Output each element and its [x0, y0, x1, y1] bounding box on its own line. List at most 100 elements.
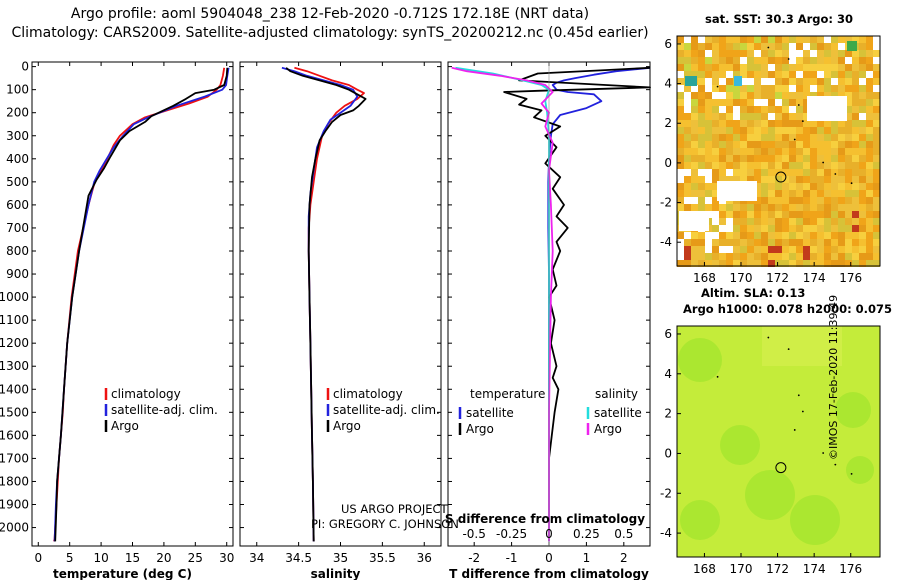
map-cell: [747, 141, 754, 148]
map-cell: [810, 141, 817, 148]
map-cell: [782, 99, 789, 106]
map-cell: [740, 204, 747, 211]
map-cell: [796, 155, 803, 162]
map-cell: [754, 225, 761, 232]
map-cell: [768, 134, 775, 141]
map-cell: [677, 113, 684, 120]
map-cell: [691, 141, 698, 148]
series-line-s-argo: [451, 66, 554, 542]
map-cell: [698, 71, 705, 78]
map-cell: [775, 211, 782, 218]
map-cell: [747, 127, 754, 134]
map-cell: [677, 253, 684, 260]
map-cell: [873, 225, 880, 232]
map-cell: [831, 218, 838, 225]
map-cell: [838, 78, 845, 85]
map-cell: [691, 197, 698, 204]
map-cell: [761, 253, 768, 260]
map-cell: [782, 225, 789, 232]
map-cell: [768, 162, 775, 169]
map-cell: [719, 71, 726, 78]
map-cell: [761, 85, 768, 92]
map-cell: [740, 50, 747, 57]
map-cell: [705, 253, 712, 260]
map-cell: [691, 260, 698, 267]
map-cell: [740, 43, 747, 50]
map-cell: [698, 190, 705, 197]
map-cell: [677, 190, 684, 197]
map-cell: [782, 218, 789, 225]
map-cell: [852, 225, 859, 232]
map-cell: [782, 169, 789, 176]
map-cell: [719, 134, 726, 141]
map-cell: [817, 225, 824, 232]
map-cell: [824, 169, 831, 176]
map-cell: [789, 190, 796, 197]
map-cell: [817, 141, 824, 148]
island-dot: [822, 161, 825, 164]
map-cell: [789, 43, 796, 50]
map-cell: [712, 120, 719, 127]
map-cell: [775, 260, 782, 267]
map-cell: [747, 176, 754, 183]
map-cell: [719, 148, 726, 155]
map-cell: [733, 204, 740, 211]
map-cell: [782, 134, 789, 141]
map-cell: [698, 85, 705, 92]
map-cell: [712, 176, 719, 183]
map-cell: [845, 239, 852, 246]
map-cell: [726, 211, 733, 218]
map-cell: [712, 134, 719, 141]
map-cell: [866, 113, 873, 120]
map-cell: [733, 176, 740, 183]
map-cell: [768, 246, 775, 253]
map-cell: [838, 239, 845, 246]
map-cell: [817, 71, 824, 78]
map-cell: [873, 197, 880, 204]
x-axis-label: T difference from climatology: [449, 567, 649, 580]
map-cell: [859, 113, 866, 120]
map-cell: [859, 141, 866, 148]
y-tick-label: 1200: [0, 336, 29, 350]
map-cell: [845, 50, 852, 57]
map-cell: [740, 246, 747, 253]
map-cell: [838, 85, 845, 92]
map-cell: [719, 218, 726, 225]
map-cell: [775, 92, 782, 99]
map-cell: [768, 260, 775, 267]
sla-map-title-1: Altim. SLA: 0.13: [701, 286, 806, 300]
map-cell: [719, 127, 726, 134]
map-cell: [831, 239, 838, 246]
map-cell: [873, 176, 880, 183]
map-cell: [684, 239, 691, 246]
map-cell: [740, 99, 747, 106]
map-cell: [873, 78, 880, 85]
map-x-tick-label: 176: [839, 271, 862, 285]
map-y-tick-label: 4: [664, 77, 672, 91]
map-cell: [719, 85, 726, 92]
map-cell: [768, 99, 775, 106]
map-cell: [845, 92, 852, 99]
map-cell: [838, 141, 845, 148]
map-cell: [796, 190, 803, 197]
map-cell: [852, 148, 859, 155]
map-cell: [852, 169, 859, 176]
map-cell: [852, 50, 859, 57]
map-cell: [698, 253, 705, 260]
map-cell: [789, 99, 796, 106]
y-tick-label: 1900: [0, 498, 29, 512]
map-cell: [803, 92, 810, 99]
map-cell: [838, 43, 845, 50]
map-cell: [733, 148, 740, 155]
map-cell: [677, 260, 684, 267]
map-cell: [789, 232, 796, 239]
map-cell: [691, 246, 698, 253]
map-cell: [782, 204, 789, 211]
map-cell: [866, 176, 873, 183]
map-cell: [733, 71, 740, 78]
map-cell: [796, 99, 803, 106]
map-cell: [691, 71, 698, 78]
map-cell: [796, 92, 803, 99]
map-cell: [775, 113, 782, 120]
map-cell: [810, 127, 817, 134]
